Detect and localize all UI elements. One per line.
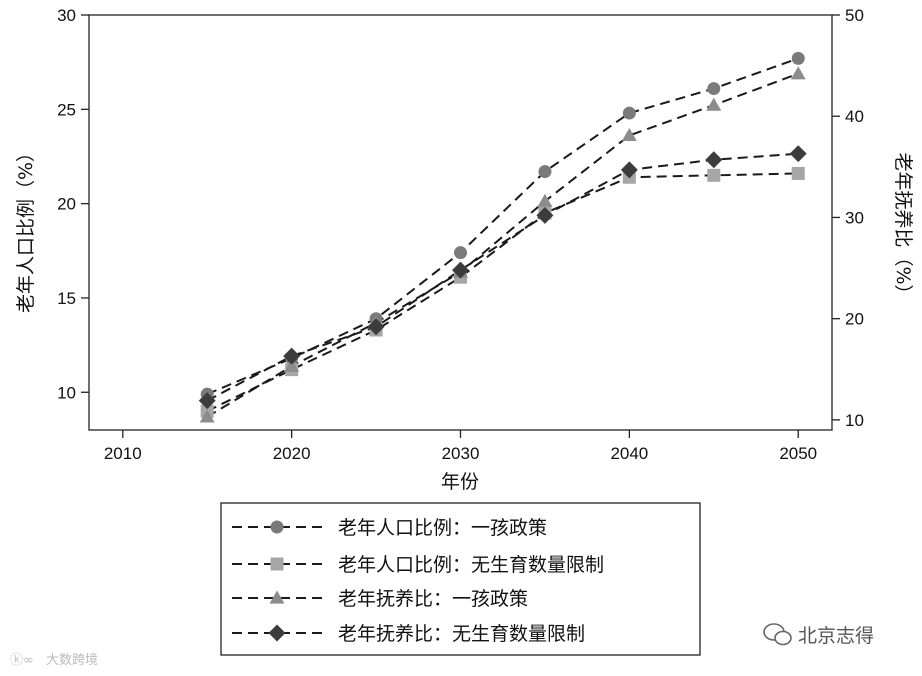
data-point-series-1 [538,165,552,179]
watermark-left-logo-icon: ⓚ∞ [10,653,34,668]
data-point-series-1 [454,246,467,260]
y-right-tick-label: 20 [845,310,864,329]
y-right-tick-label: 10 [845,411,864,430]
legend-entry-4: 老年抚养比：无生育数量限制 [232,623,585,645]
series-line-4 [206,152,799,402]
y-axis-right-label: 老年抚养比（%） [892,152,914,303]
y-right-tick-label: 50 [845,6,864,25]
series-lines [206,57,799,418]
data-point-series-3 [790,66,806,80]
watermark-right-text: 北京志得 [798,625,874,647]
legend-marker [270,520,284,534]
plot-frame [88,14,833,431]
series-line-1 [206,57,799,396]
series-line-3 [206,72,799,418]
data-point-series-1 [707,82,721,96]
legend-entry-2: 老年人口比例：无生育数量限制 [232,554,604,576]
data-point-series-2 [707,168,721,182]
x-tick-label: 2050 [779,444,817,463]
data-point-series-4 [198,392,216,410]
legend-entry-1: 老年人口比例：一孩政策 [232,517,547,539]
watermark-left: ⓚ∞ 大数跨境 [10,653,98,668]
data-point-series-1 [622,106,636,120]
y-right-tick-label: 40 [845,107,864,126]
data-point-series-4 [283,347,301,365]
y-left-tick-label: 15 [57,289,76,308]
y-left-tick-label: 20 [57,195,76,214]
legend-marker [270,557,284,571]
data-point-series-3 [621,127,637,142]
legend-label: 老年人口比例：一孩政策 [338,517,547,539]
x-axis-label: 年份 [441,471,479,493]
y-left-tick-label: 30 [57,6,76,25]
legend-marker [268,624,286,642]
data-point-series-4 [789,145,807,163]
legend-label: 老年人口比例：无生育数量限制 [338,554,604,576]
legend-label: 老年抚养比：一孩政策 [338,588,528,610]
legend-entry-3: 老年抚养比：一孩政策 [232,588,528,610]
data-point-series-4 [536,206,554,224]
watermark-left-text: 大数跨境 [46,653,98,668]
data-point-series-3 [706,97,722,111]
data-point-series-4 [620,161,638,179]
y-left-tick-label: 25 [57,100,76,119]
watermark-right: 北京志得 [763,623,874,647]
data-point-series-4 [705,151,723,169]
legend-marker [269,590,285,604]
wechat-icon [763,623,792,646]
series-markers [198,51,807,423]
data-point-series-3 [537,193,553,207]
data-point-series-1 [791,51,805,65]
series-line-2 [206,172,799,413]
x-tick-label: 2040 [610,444,648,463]
y-left-tick-label: 10 [57,383,76,402]
x-tick-label: 2010 [104,444,142,463]
x-tick-label: 2030 [442,444,480,463]
y-axis-left-label: 老年人口比例（%） [15,143,37,313]
legend-box [220,502,701,656]
legend: 老年人口比例：一孩政策老年人口比例：无生育数量限制老年抚养比：一孩政策老年抚养比… [220,502,701,656]
data-point-series-2 [791,166,805,180]
data-point-series-3 [199,409,215,423]
data-point-series-4 [452,261,469,279]
legend-label: 老年抚养比：无生育数量限制 [338,623,585,645]
y-right-tick-label: 30 [845,208,864,227]
x-tick-label: 2020 [273,444,311,463]
data-point-series-3 [284,358,300,372]
data-point-series-4 [367,318,385,336]
